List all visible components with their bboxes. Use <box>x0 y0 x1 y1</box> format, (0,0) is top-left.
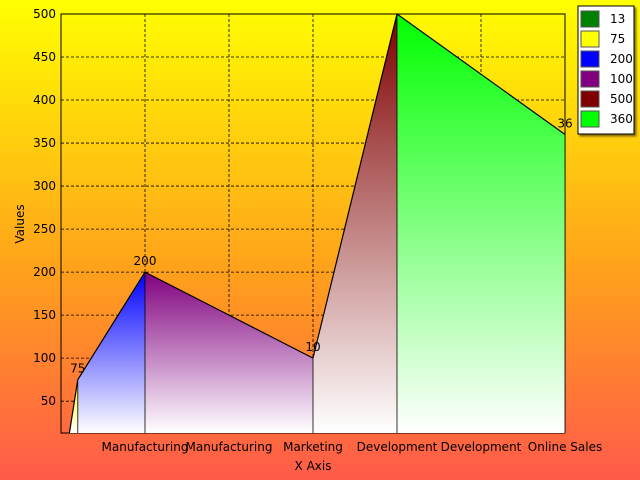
y-axis-title: Values <box>13 204 27 243</box>
legend-label: 75 <box>610 32 625 46</box>
legend-label: 100 <box>610 72 633 86</box>
x-tick-label: Marketing <box>283 440 343 454</box>
x-tick-label: Manufacturing <box>186 440 273 454</box>
label-layer: 75 200 10 36 <box>70 116 572 375</box>
legend: 13 75 200 100 500 360 <box>577 5 635 135</box>
y-tick-label: 250 <box>33 222 56 236</box>
legend-swatch <box>580 90 600 108</box>
area-segment <box>397 14 565 433</box>
legend-swatch <box>580 10 600 28</box>
y-tick-label: 150 <box>33 308 56 322</box>
data-label: 200 <box>134 254 157 268</box>
area-edge <box>68 379 79 434</box>
data-label: 75 <box>70 362 85 376</box>
area-edge <box>396 13 566 135</box>
area-segment <box>77 272 145 433</box>
y-tick-label: 450 <box>33 50 56 64</box>
legend-swatch <box>580 110 600 128</box>
area-segment <box>313 14 397 433</box>
y-tick-label: 500 <box>33 7 56 21</box>
legend-swatch <box>580 50 600 68</box>
y-tick-label: 100 <box>33 351 56 365</box>
area-edge <box>312 13 398 359</box>
axis-layer: 50 100 150 200 250 300 350 400 450 500 Manufacturi… <box>33 7 602 454</box>
x-tick-label: Development <box>441 440 522 454</box>
legend-label: 500 <box>610 92 633 106</box>
y-tick-label: 400 <box>33 93 56 107</box>
legend-swatch <box>580 30 600 48</box>
legend-label: 200 <box>610 52 633 66</box>
area-segment <box>145 272 313 433</box>
y-tick-label: 300 <box>33 179 56 193</box>
legend-label: 360 <box>610 112 633 126</box>
x-tick-label: Manufacturing <box>102 440 189 454</box>
y-tick-label: 50 <box>41 394 56 408</box>
area-edge <box>77 271 146 380</box>
legend-label: 13 <box>610 12 625 26</box>
data-label: 36 <box>557 116 572 130</box>
area-layer <box>68 13 566 434</box>
x-tick-label: Development <box>357 440 438 454</box>
x-axis-title: X Axis <box>295 459 332 473</box>
legend-swatch <box>580 70 600 88</box>
y-tick-label: 350 <box>33 136 56 150</box>
data-label: 10 <box>305 340 320 354</box>
area-edge <box>144 271 314 359</box>
y-tick-label: 200 <box>33 265 56 279</box>
x-tick-label: Online Sales <box>528 440 602 454</box>
